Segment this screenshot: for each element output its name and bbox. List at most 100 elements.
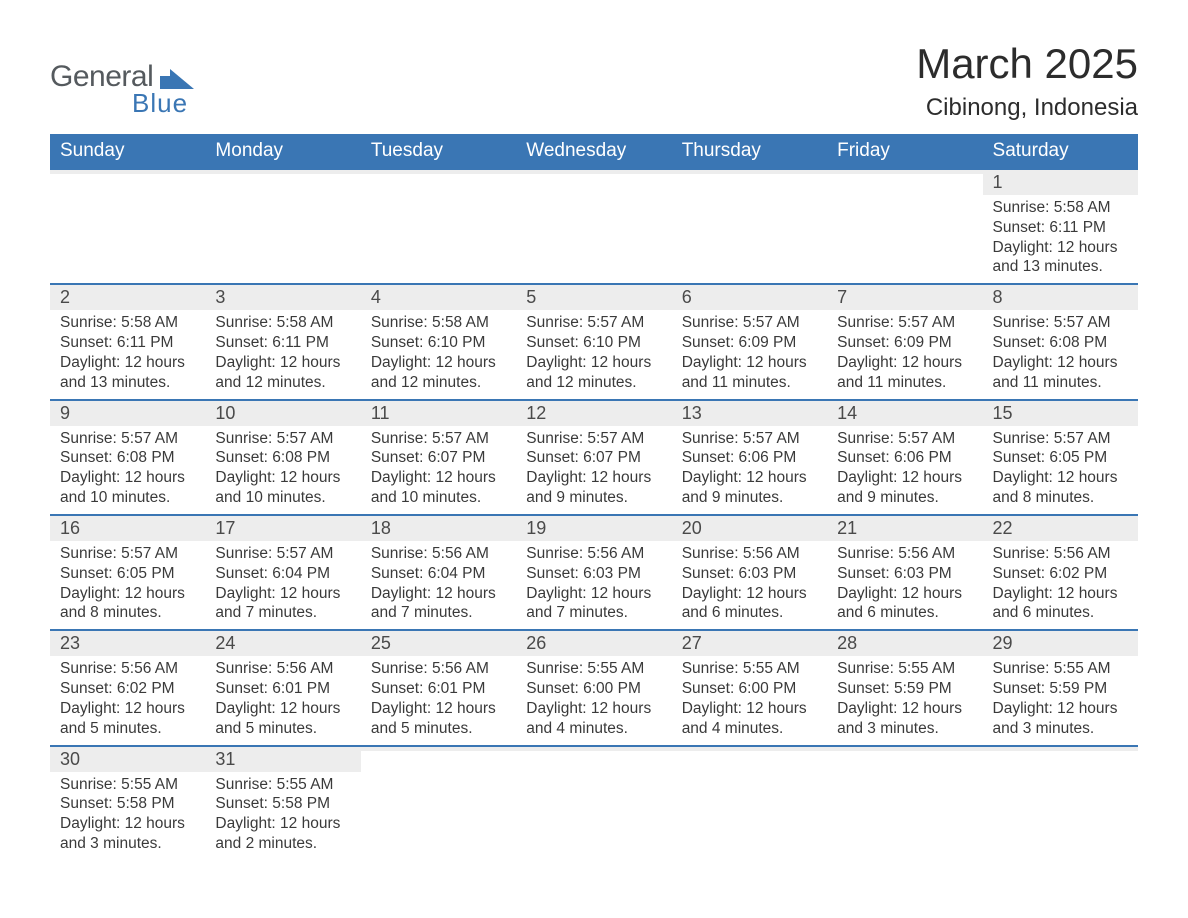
sunset-line: Sunset: 6:07 PM	[526, 448, 661, 468]
day-body: Sunrise: 5:57 AMSunset: 6:08 PMDaylight:…	[50, 426, 205, 514]
day-number: 7	[827, 285, 982, 310]
day-number: 18	[361, 516, 516, 541]
sunrise-line: Sunrise: 5:58 AM	[371, 313, 506, 333]
sunset-line: Sunset: 6:05 PM	[60, 564, 195, 584]
day-body: Sunrise: 5:58 AMSunset: 6:11 PMDaylight:…	[50, 310, 205, 398]
calendar-cell: 8Sunrise: 5:57 AMSunset: 6:08 PMDaylight…	[983, 284, 1138, 399]
day-number: 1	[983, 170, 1138, 195]
calendar-cell: 16Sunrise: 5:57 AMSunset: 6:05 PMDayligh…	[50, 515, 205, 630]
weekday-header: Tuesday	[361, 134, 516, 169]
daylight-line: Daylight: 12 hours and 6 minutes.	[682, 584, 817, 624]
sunset-line: Sunset: 6:06 PM	[682, 448, 817, 468]
day-body	[50, 174, 205, 254]
sunrise-line: Sunrise: 5:56 AM	[837, 544, 972, 564]
sunset-line: Sunset: 6:03 PM	[526, 564, 661, 584]
day-number: 5	[516, 285, 671, 310]
day-body	[361, 174, 516, 254]
calendar-cell	[827, 169, 982, 284]
sunset-line: Sunset: 6:04 PM	[371, 564, 506, 584]
sunset-line: Sunset: 6:03 PM	[837, 564, 972, 584]
day-body: Sunrise: 5:56 AMSunset: 6:03 PMDaylight:…	[516, 541, 671, 629]
calendar-cell	[827, 746, 982, 860]
daylight-line: Daylight: 12 hours and 10 minutes.	[371, 468, 506, 508]
calendar-cell: 28Sunrise: 5:55 AMSunset: 5:59 PMDayligh…	[827, 630, 982, 745]
daylight-line: Daylight: 12 hours and 5 minutes.	[371, 699, 506, 739]
calendar-cell: 22Sunrise: 5:56 AMSunset: 6:02 PMDayligh…	[983, 515, 1138, 630]
sunrise-line: Sunrise: 5:57 AM	[526, 429, 661, 449]
calendar-cell: 27Sunrise: 5:55 AMSunset: 6:00 PMDayligh…	[672, 630, 827, 745]
sunrise-line: Sunrise: 5:58 AM	[993, 198, 1128, 218]
day-number: 3	[205, 285, 360, 310]
day-number: 10	[205, 401, 360, 426]
day-body: Sunrise: 5:56 AMSunset: 6:01 PMDaylight:…	[361, 656, 516, 744]
sunrise-line: Sunrise: 5:57 AM	[371, 429, 506, 449]
daylight-line: Daylight: 12 hours and 7 minutes.	[215, 584, 350, 624]
calendar-cell: 12 Sunrise: 5:57 AMSunset: 6:07 PMDayligh…	[516, 400, 671, 515]
sunset-line: Sunset: 6:00 PM	[526, 679, 661, 699]
day-number: 12	[516, 401, 671, 426]
calendar-header-row: SundayMondayTuesdayWednesdayThursdayFrid…	[50, 134, 1138, 169]
day-body	[827, 751, 982, 831]
day-body: Sunrise: 5:57 AMSunset: 6:05 PMDaylight:…	[983, 426, 1138, 514]
daylight-line: Daylight: 12 hours and 9 minutes.	[837, 468, 972, 508]
sunrise-line: Sunrise: 5:56 AM	[60, 659, 195, 679]
day-body: Sunrise: 5:55 AMSunset: 6:00 PMDaylight:…	[672, 656, 827, 744]
weekday-header: Sunday	[50, 134, 205, 169]
calendar-cell: 20Sunrise: 5:56 AMSunset: 6:03 PMDayligh…	[672, 515, 827, 630]
weekday-header: Saturday	[983, 134, 1138, 169]
day-body: Sunrise: 5:57 AMSunset: 6:09 PMDaylight:…	[672, 310, 827, 398]
calendar-week: 23Sunrise: 5:56 AMSunset: 6:02 PMDayligh…	[50, 630, 1138, 745]
calendar-cell	[50, 169, 205, 284]
day-body	[516, 174, 671, 254]
calendar-cell	[516, 746, 671, 860]
sunset-line: Sunset: 5:58 PM	[60, 794, 195, 814]
sunset-line: Sunset: 6:02 PM	[60, 679, 195, 699]
sunset-line: Sunset: 6:02 PM	[993, 564, 1128, 584]
day-number: 22	[983, 516, 1138, 541]
day-body	[672, 174, 827, 254]
day-number: 16	[50, 516, 205, 541]
sunrise-line: Sunrise: 5:57 AM	[993, 313, 1128, 333]
calendar-cell: 29Sunrise: 5:55 AMSunset: 5:59 PMDayligh…	[983, 630, 1138, 745]
sunrise-line: Sunrise: 5:56 AM	[215, 659, 350, 679]
calendar-week: 1Sunrise: 5:58 AMSunset: 6:11 PMDaylight…	[50, 169, 1138, 284]
calendar-cell: 6Sunrise: 5:57 AMSunset: 6:09 PMDaylight…	[672, 284, 827, 399]
calendar-cell: 18Sunrise: 5:56 AMSunset: 6:04 PMDayligh…	[361, 515, 516, 630]
day-body: Sunrise: 5:57 AMSunset: 6:07 PMDaylight:…	[361, 426, 516, 514]
daylight-line: Daylight: 12 hours and 4 minutes.	[682, 699, 817, 739]
day-body: Sunrise: 5:56 AMSunset: 6:03 PMDaylight:…	[827, 541, 982, 629]
sunrise-line: Sunrise: 5:55 AM	[60, 775, 195, 795]
daylight-line: Daylight: 12 hours and 9 minutes.	[526, 468, 661, 508]
calendar-cell	[205, 169, 360, 284]
daylight-line: Daylight: 12 hours and 13 minutes.	[993, 238, 1128, 278]
daylight-line: Daylight: 12 hours and 8 minutes.	[60, 584, 195, 624]
daylight-line: Daylight: 12 hours and 13 minutes.	[60, 353, 195, 393]
sunrise-line: Sunrise: 5:57 AM	[60, 544, 195, 564]
daylight-line: Daylight: 12 hours and 4 minutes.	[526, 699, 661, 739]
day-number: 26	[516, 631, 671, 656]
calendar-cell: 19Sunrise: 5:56 AMSunset: 6:03 PMDayligh…	[516, 515, 671, 630]
day-body	[361, 751, 516, 831]
day-body: Sunrise: 5:57 AMSunset: 6:04 PMDaylight:…	[205, 541, 360, 629]
day-body: Sunrise: 5:57 AMSunset: 6:08 PMDaylight:…	[205, 426, 360, 514]
sunrise-line: Sunrise: 5:57 AM	[993, 429, 1128, 449]
day-number: 8	[983, 285, 1138, 310]
day-number: 24	[205, 631, 360, 656]
day-body: Sunrise: 5:57 AMSunset: 6:05 PMDaylight:…	[50, 541, 205, 629]
day-body: Sunrise: 5:56 AMSunset: 6:04 PMDaylight:…	[361, 541, 516, 629]
sunrise-line: Sunrise: 5:55 AM	[526, 659, 661, 679]
calendar-cell: 24Sunrise: 5:56 AMSunset: 6:01 PMDayligh…	[205, 630, 360, 745]
calendar-cell: 14Sunrise: 5:57 AMSunset: 6:06 PMDayligh…	[827, 400, 982, 515]
calendar-cell: 1Sunrise: 5:58 AMSunset: 6:11 PMDaylight…	[983, 169, 1138, 284]
daylight-line: Daylight: 12 hours and 5 minutes.	[60, 699, 195, 739]
daylight-line: Daylight: 12 hours and 7 minutes.	[371, 584, 506, 624]
day-number: 29	[983, 631, 1138, 656]
sunrise-line: Sunrise: 5:56 AM	[371, 659, 506, 679]
day-number: 23	[50, 631, 205, 656]
sunrise-line: Sunrise: 5:57 AM	[837, 313, 972, 333]
daylight-line: Daylight: 12 hours and 3 minutes.	[60, 814, 195, 854]
calendar-cell: 3Sunrise: 5:58 AMSunset: 6:11 PMDaylight…	[205, 284, 360, 399]
day-body: Sunrise: 5:57 AMSunset: 6:06 PMDaylight:…	[827, 426, 982, 514]
day-body	[672, 751, 827, 831]
location-label: Cibinong, Indonesia	[916, 94, 1138, 122]
